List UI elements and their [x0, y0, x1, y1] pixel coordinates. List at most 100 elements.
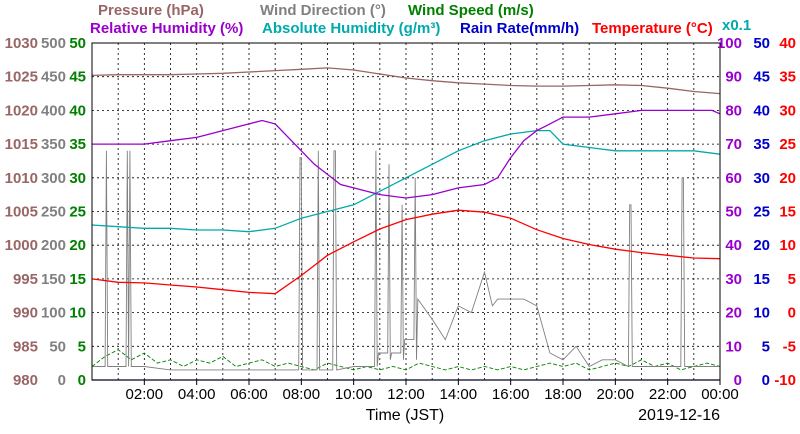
grid	[92, 43, 720, 380]
x-tick-label: 08:00	[283, 386, 321, 403]
legend-bottom: Relative Humidity (%) Absolute Humidity (…	[90, 20, 713, 37]
tick-pressure: 980	[13, 372, 38, 389]
tick-wind_speed: 30	[69, 170, 86, 187]
tick-wind_speed: 20	[69, 237, 86, 254]
tick-temp: 15	[779, 204, 796, 221]
legend-temp: Temperature (°C)	[592, 20, 713, 37]
tick-pressure: 990	[13, 305, 38, 322]
legend-rain: Rain Rate(mm/h)	[460, 20, 579, 37]
tick-pressure: 1020	[5, 102, 38, 119]
tick-wind_dir: 400	[41, 102, 66, 119]
tick-wind_dir: 250	[41, 204, 66, 221]
tick-rel_hum: 10	[725, 338, 742, 355]
tick-wind_speed: 35	[69, 136, 86, 153]
tick-temp: -5	[783, 338, 796, 355]
tick-temp: 0	[788, 305, 796, 322]
tick-temp: 25	[779, 136, 796, 153]
tick-rel_hum: 90	[725, 69, 742, 86]
tick-pressure: 995	[13, 271, 38, 288]
series-rel_hum	[92, 109, 721, 199]
date-label: 2019-12-16	[638, 407, 720, 424]
tick-wind_speed: 5	[78, 338, 86, 355]
tick-wind_speed: 10	[69, 305, 86, 322]
right-axes: 1009080706050403020100504540353025201510…	[717, 35, 796, 389]
tick-rain: 50	[753, 35, 770, 52]
tick-temp: 5	[788, 271, 796, 288]
tick-wind_speed: 40	[69, 102, 86, 119]
legend-wind_dir: Wind Direction (°)	[260, 2, 386, 19]
legend-top: Pressure (hPa) Wind Direction (°) Wind Spe…	[98, 2, 534, 19]
tick-wind_speed: 0	[78, 372, 86, 389]
x-tick-label: 16:00	[492, 386, 530, 403]
tick-rel_hum: 100	[717, 35, 742, 52]
tick-pressure: 1010	[5, 170, 38, 187]
x-tick-label: 06:00	[230, 386, 268, 403]
tick-rain: 25	[753, 204, 770, 221]
tick-wind_speed: 15	[69, 271, 86, 288]
tick-wind_dir: 150	[41, 271, 66, 288]
legend-wind_speed: Wind Speed (m/s)	[408, 2, 534, 19]
tick-rain: 0	[762, 372, 770, 389]
legend-abs_hum: Absolute Humidity (g/m³)	[262, 20, 440, 37]
tick-wind_dir: 200	[41, 237, 66, 254]
series-wind_speed	[91, 349, 721, 371]
tick-rain: 20	[753, 237, 770, 254]
legend-rel_hum: Relative Humidity (%)	[90, 20, 243, 37]
tick-rain: 35	[753, 136, 770, 153]
x-tick-label: 12:00	[387, 386, 425, 403]
legend-pressure: Pressure (hPa)	[98, 2, 204, 19]
tick-pressure: 1005	[5, 204, 38, 221]
tick-wind_speed: 25	[69, 204, 86, 221]
series-temp	[91, 209, 721, 295]
x-axis: 02:00 04:00 06:00 08:00 10:00 12:00 14:00 16:00…	[126, 380, 739, 403]
x-tick-label: 18:00	[544, 386, 582, 403]
tick-wind_dir: 100	[41, 305, 66, 322]
tick-rain: 45	[753, 69, 770, 86]
x-tick-label: 00:00	[701, 386, 739, 403]
x-tick-label: 02:00	[126, 386, 164, 403]
tick-wind_speed: 50	[69, 35, 86, 52]
x-axis-label: Time (JST)	[366, 407, 445, 424]
tick-wind_dir: 500	[41, 35, 66, 52]
tick-pressure: 1015	[5, 136, 38, 153]
tick-pressure: 1030	[5, 35, 38, 52]
tick-rain: 15	[753, 271, 770, 288]
tick-rain: 5	[762, 338, 770, 355]
x-tick-label: 14:00	[440, 386, 478, 403]
x-tick-label: 20:00	[597, 386, 635, 403]
tick-rel_hum: 80	[725, 102, 742, 119]
tick-pressure: 985	[13, 338, 38, 355]
series-pressure	[91, 67, 721, 95]
tick-pressure: 1000	[5, 237, 38, 254]
left-axes: 1030102510201015101010051000995990985980…	[5, 35, 86, 389]
tick-rel_hum: 60	[725, 170, 742, 187]
tick-rel_hum: 20	[725, 305, 742, 322]
abs-hum-multiplier-label: x0.1	[722, 17, 751, 34]
tick-rel_hum: 70	[725, 136, 742, 153]
x-tick-label: 22:00	[649, 386, 687, 403]
tick-wind_dir: 300	[41, 170, 66, 187]
tick-rain: 30	[753, 170, 770, 187]
x-tick-label: 04:00	[178, 386, 216, 403]
tick-temp: 40	[779, 35, 796, 52]
tick-wind_speed: 45	[69, 69, 86, 86]
tick-rel_hum: 0	[734, 372, 742, 389]
tick-rain: 40	[753, 102, 770, 119]
tick-rain: 10	[753, 305, 770, 322]
tick-rel_hum: 30	[725, 271, 742, 288]
tick-pressure: 1025	[5, 69, 38, 86]
tick-wind_dir: 50	[49, 338, 66, 355]
tick-wind_dir: 350	[41, 136, 66, 153]
tick-rel_hum: 50	[725, 204, 742, 221]
tick-temp: 35	[779, 69, 796, 86]
tick-temp: -10	[774, 372, 796, 389]
tick-rel_hum: 40	[725, 237, 742, 254]
tick-wind_dir: 0	[58, 372, 66, 389]
tick-temp: 30	[779, 102, 796, 119]
series-abs_hum	[91, 129, 721, 233]
tick-wind_dir: 450	[41, 69, 66, 86]
tick-temp: 20	[779, 170, 796, 187]
series-wind_dir	[92, 150, 720, 371]
tick-temp: 10	[779, 237, 796, 254]
